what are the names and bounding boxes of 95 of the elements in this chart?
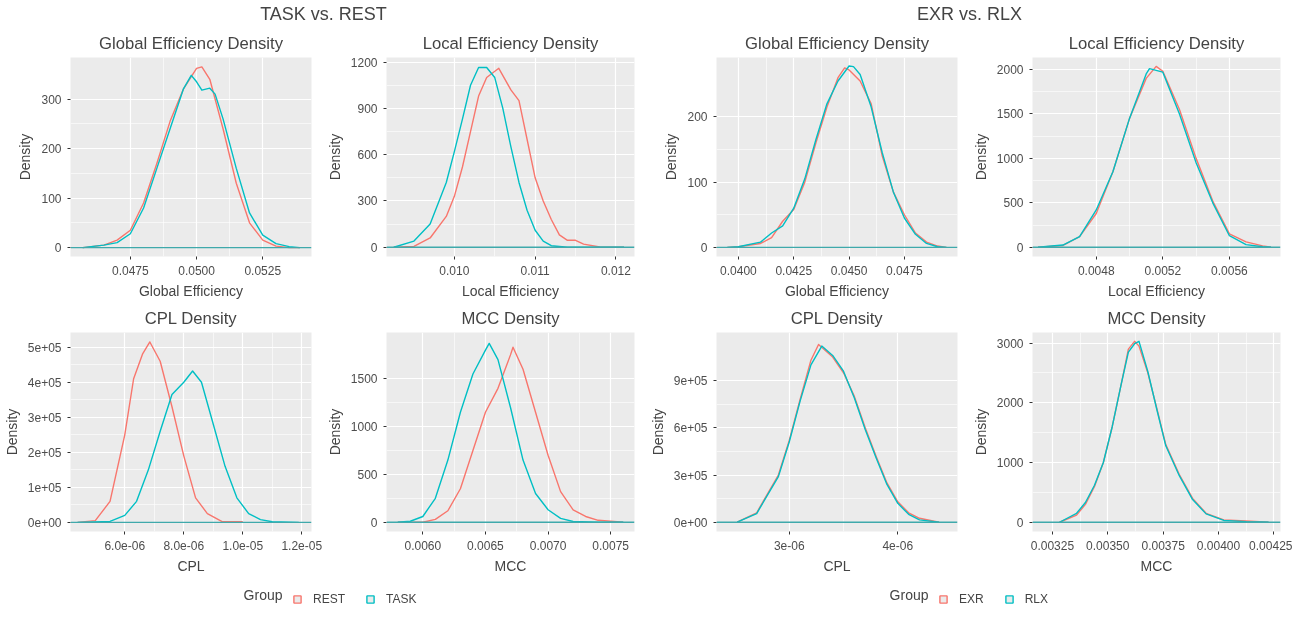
x-axis-title: Local Efficiency xyxy=(461,282,560,299)
y-axis-title: Density xyxy=(663,133,680,181)
y-tick-label: 0 xyxy=(700,240,708,255)
y-tick-label: 0 xyxy=(370,240,378,255)
x-tick-label: 0.0475 xyxy=(112,263,150,278)
legend-title: Group xyxy=(243,586,283,603)
x-tick-label: 0.0450 xyxy=(830,263,868,278)
y-tick-label: 9e+05 xyxy=(673,374,708,389)
x-tick-label: 0.0525 xyxy=(244,263,282,278)
x-axis-title: CPL xyxy=(823,557,851,574)
x-axis-title: Global Efficiency xyxy=(784,282,890,299)
y-axis-title: Density xyxy=(326,133,343,181)
y-tick-label: 6e+05 xyxy=(673,421,708,436)
chart-title: Global Efficiency Density xyxy=(99,33,284,53)
x-tick-label: 0.0475 xyxy=(886,263,924,278)
x-tick-label: 0.0500 xyxy=(178,263,216,278)
x-tick-label: 0.0060 xyxy=(404,538,442,553)
legend-title: Group xyxy=(889,586,929,603)
x-tick-label: 0.0048 xyxy=(1077,263,1115,278)
y-tick-label: 0 xyxy=(1016,515,1024,530)
y-tick-label: 300 xyxy=(41,92,62,107)
x-tick-label: 0.0052 xyxy=(1144,263,1182,278)
y-tick-label: 1000 xyxy=(350,420,378,435)
y-tick-label: 2000 xyxy=(996,63,1024,77)
x-tick-label: 0.00400 xyxy=(1196,538,1241,553)
legend-label: REST xyxy=(313,592,346,606)
x-tick-label: 4e-06 xyxy=(882,538,914,553)
y-tick-label: 0 xyxy=(370,515,378,530)
x-tick-label: 0.00350 xyxy=(1086,538,1130,553)
x-tick-label: 1.0e-05 xyxy=(222,538,264,553)
y-tick-label: 100 xyxy=(41,191,62,206)
y-tick-label: 5e+05 xyxy=(27,340,62,355)
y-tick-label: 2e+05 xyxy=(27,445,62,460)
y-tick-label: 1000 xyxy=(996,151,1024,166)
y-axis-title: Density xyxy=(326,408,343,456)
y-tick-label: 500 xyxy=(1003,196,1024,211)
legend-label: EXR xyxy=(959,592,984,606)
x-tick-label: 1.2e-05 xyxy=(281,538,323,553)
x-tick-label: 0.0070 xyxy=(529,538,567,553)
x-tick-label: 6.0e-06 xyxy=(104,538,146,553)
x-tick-label: 0.0056 xyxy=(1211,263,1249,278)
x-tick-label: 0.0075 xyxy=(592,538,630,553)
x-tick-label: 0.010 xyxy=(439,263,470,278)
y-tick-label: 3e+05 xyxy=(673,468,708,483)
y-tick-label: 0 xyxy=(54,241,62,256)
chart-title: MCC Density xyxy=(1107,308,1207,328)
legend-label: RLX xyxy=(1024,592,1049,606)
x-tick-label: 0.0400 xyxy=(720,263,758,278)
x-axis-title: MCC xyxy=(1140,557,1173,574)
chart-title: Local Efficiency Density xyxy=(422,33,599,53)
y-axis-title: Density xyxy=(3,408,20,456)
y-tick-label: 4e+05 xyxy=(27,375,62,390)
y-axis-title: Density xyxy=(649,408,666,456)
x-axis-title: Global Efficiency xyxy=(138,282,244,299)
x-tick-label: 0.0065 xyxy=(467,538,505,553)
y-tick-label: 500 xyxy=(357,467,378,482)
y-axis-title: Density xyxy=(972,133,989,181)
chart-title: Local Efficiency Density xyxy=(1068,33,1245,53)
y-tick-label: 300 xyxy=(357,194,378,209)
y-tick-label: 1000 xyxy=(996,456,1024,471)
y-tick-label: 200 xyxy=(687,110,708,125)
x-tick-label: 0.011 xyxy=(520,263,551,278)
x-tick-label: 0.00325 xyxy=(1030,538,1075,553)
y-tick-label: 0 xyxy=(1016,240,1024,255)
x-axis-title: MCC xyxy=(494,557,527,574)
y-tick-label: 3e+05 xyxy=(27,410,62,425)
x-tick-label: 8.0e-06 xyxy=(163,538,205,553)
y-tick-label: 1200 xyxy=(350,55,378,70)
chart-title: MCC Density xyxy=(461,308,561,328)
y-tick-label: 1500 xyxy=(350,372,378,387)
y-tick-label: 0e+00 xyxy=(673,515,708,530)
y-tick-label: 3000 xyxy=(996,336,1024,351)
y-tick-label: 600 xyxy=(357,148,378,163)
legend-label: TASK xyxy=(386,592,417,606)
y-tick-label: 2000 xyxy=(996,396,1024,411)
y-tick-label: 0e+00 xyxy=(27,515,62,530)
x-tick-label: 0.0425 xyxy=(775,263,813,278)
x-tick-label: 0.012 xyxy=(600,263,632,278)
y-tick-label: 100 xyxy=(687,175,708,190)
y-tick-label: 900 xyxy=(357,101,378,116)
chart-title: CPL Density xyxy=(790,308,884,328)
y-tick-label: 1500 xyxy=(996,107,1024,122)
y-tick-label: 1e+05 xyxy=(27,480,62,495)
y-tick-label: 200 xyxy=(41,142,62,157)
x-tick-label: 0.00375 xyxy=(1141,538,1186,553)
x-axis-title: CPL xyxy=(177,557,205,574)
chart-title: CPL Density xyxy=(144,308,238,328)
y-axis-title: Density xyxy=(972,408,989,456)
x-tick-label: 0.00425 xyxy=(1249,538,1293,553)
x-tick-label: 3e-06 xyxy=(773,538,805,553)
y-axis-title: Density xyxy=(17,133,34,181)
text: EXR vs. RLX xyxy=(916,3,1023,24)
x-axis-title: Local Efficiency xyxy=(1107,282,1206,299)
chart-title: Global Efficiency Density xyxy=(745,33,930,53)
text: TASK vs. REST xyxy=(260,3,387,24)
